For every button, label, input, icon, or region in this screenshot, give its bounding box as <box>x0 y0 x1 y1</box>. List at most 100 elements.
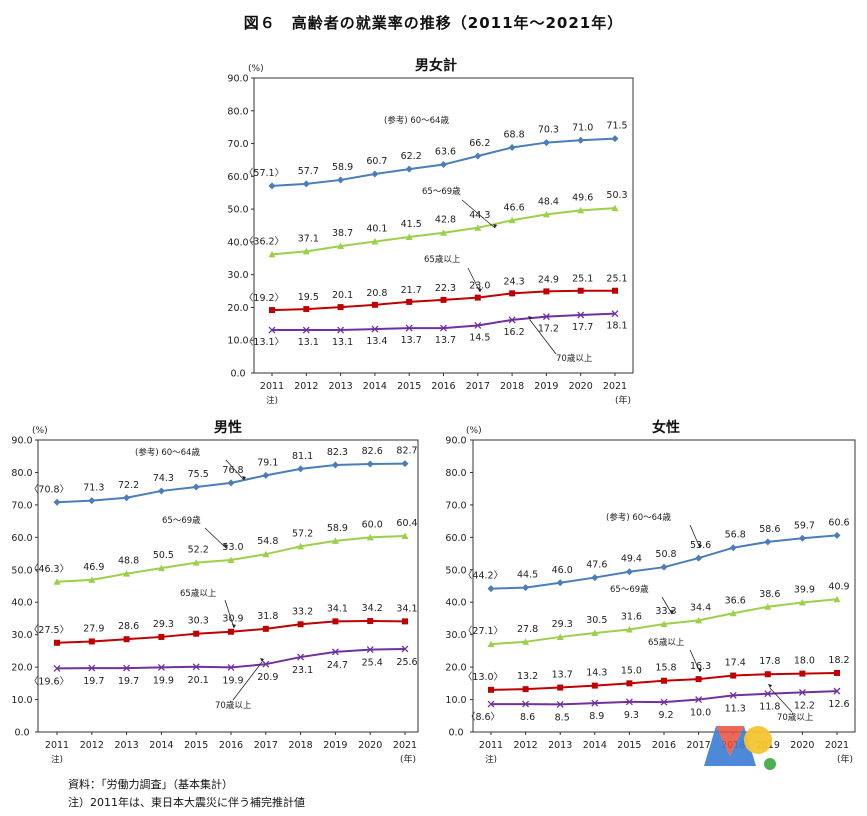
data-point <box>474 152 482 160</box>
data-label: 31.6 <box>621 611 642 622</box>
data-point <box>556 579 564 587</box>
data-point <box>262 660 270 668</box>
data-label: 23.1 <box>292 665 313 676</box>
data-label: 24.3 <box>504 276 525 287</box>
data-label: 〈46.3〉 <box>29 564 69 575</box>
data-label: 72.2 <box>118 480 139 491</box>
data-point <box>764 538 772 546</box>
data-label: 15.8 <box>655 663 676 674</box>
data-label: 15.0 <box>621 665 642 676</box>
leader-line <box>461 199 496 229</box>
leader-arrow <box>478 288 482 292</box>
series-line <box>490 534 838 590</box>
data-label: 48.4 <box>538 196 559 207</box>
data-label: 60.4 <box>396 518 417 529</box>
leader-arrow <box>224 544 228 548</box>
leader-line <box>232 661 263 701</box>
x-tick-label: 2012 <box>514 740 538 751</box>
data-point <box>302 180 310 188</box>
data-point <box>88 638 95 645</box>
data-point <box>262 550 270 558</box>
data-label: 〈27.5〉 <box>29 625 69 636</box>
data-point <box>611 135 619 143</box>
source-note: 資料：「労働力調査」（基本集計） <box>68 778 233 791</box>
y-tick-label: 30.0 <box>11 630 32 641</box>
data-point <box>331 461 339 469</box>
y-tick-label: 20.0 <box>227 303 248 314</box>
data-label: 〈19.2〉 <box>244 293 284 304</box>
data-point <box>487 585 495 593</box>
data-point <box>268 182 276 190</box>
data-point <box>577 311 585 319</box>
series-name-label: 65～69歳 <box>610 584 649 595</box>
data-point <box>192 663 200 671</box>
data-point <box>488 686 494 693</box>
data-point <box>474 224 482 231</box>
data-label: 75.5 <box>188 469 209 480</box>
data-point <box>611 204 619 212</box>
data-point <box>522 700 530 708</box>
data-point <box>371 238 379 245</box>
plot-area <box>37 439 419 733</box>
data-point <box>405 324 413 332</box>
data-label: 19.5 <box>298 292 319 303</box>
data-label: 18.1 <box>606 321 627 332</box>
y-tick-label: 30.0 <box>445 630 466 641</box>
data-point <box>53 664 61 672</box>
x-tick-label: 2016 <box>431 381 455 392</box>
x-tick-label: 2017 <box>687 740 711 751</box>
y-tick-label: 70.0 <box>11 500 32 511</box>
leader-line <box>225 459 245 481</box>
data-point <box>508 143 516 151</box>
data-point <box>262 471 270 479</box>
series-s70plus: 〈8.6〉 8.6 8.5 8.9 9.3 9.2 10.0 11.3 11.8 12.2 12.6… <box>466 684 850 723</box>
data-label: 57.2 <box>292 528 313 539</box>
leader-arrow <box>232 624 236 628</box>
data-point <box>371 301 378 308</box>
x-tick-label: 2020 <box>358 740 382 751</box>
data-label: 13.4 <box>366 336 387 347</box>
data-label: 62.2 <box>401 151 422 162</box>
series-name-label: 65歳以上 <box>648 637 685 648</box>
data-label: 30.5 <box>586 615 607 626</box>
x-tick-label: 2018 <box>289 740 313 751</box>
data-point <box>611 310 619 318</box>
data-point <box>302 326 310 334</box>
data-point <box>337 176 345 184</box>
data-label: 13.7 <box>552 670 573 681</box>
notes: 資料：「労働力調査」（基本集計） 注）2011年は、東日本大震災に伴う補完推計値 <box>68 776 305 812</box>
data-label: 60.7 <box>366 156 387 167</box>
series-name-label: 70歳以上 <box>556 353 593 364</box>
data-label: 24.9 <box>538 274 559 285</box>
data-label: 66.2 <box>469 138 490 149</box>
data-label: 70.3 <box>538 125 559 136</box>
y-tick-label: 20.0 <box>11 663 32 674</box>
data-label: 40.9 <box>828 581 849 592</box>
data-label: 82.3 <box>327 447 348 458</box>
data-label: 20.9 <box>257 672 278 683</box>
data-point <box>157 564 165 572</box>
y-unit-label: (%) <box>32 426 48 436</box>
data-point <box>332 618 339 625</box>
x-tick-label: 2016 <box>219 740 243 751</box>
data-point <box>833 531 841 539</box>
x-tick-label: 2015 <box>184 740 208 751</box>
data-point <box>227 663 235 671</box>
x-tick-label: 2011 <box>260 381 284 392</box>
data-point <box>695 616 703 624</box>
data-label: 71.3 <box>83 483 104 494</box>
x-unit-label: (年) <box>837 753 853 765</box>
x-note-label: 注) <box>51 754 63 765</box>
data-point <box>660 698 668 706</box>
y-tick-label: 50.0 <box>11 565 32 576</box>
data-label: 56.8 <box>725 530 746 541</box>
data-label: 52.2 <box>188 545 209 556</box>
leader-arrow <box>493 224 497 228</box>
data-point <box>53 498 61 506</box>
data-label: 17.2 <box>538 324 559 335</box>
series-name-label: (参考) 60～64歳 <box>384 115 449 126</box>
data-point <box>695 676 702 683</box>
x-tick-label: 2011 <box>479 740 503 751</box>
